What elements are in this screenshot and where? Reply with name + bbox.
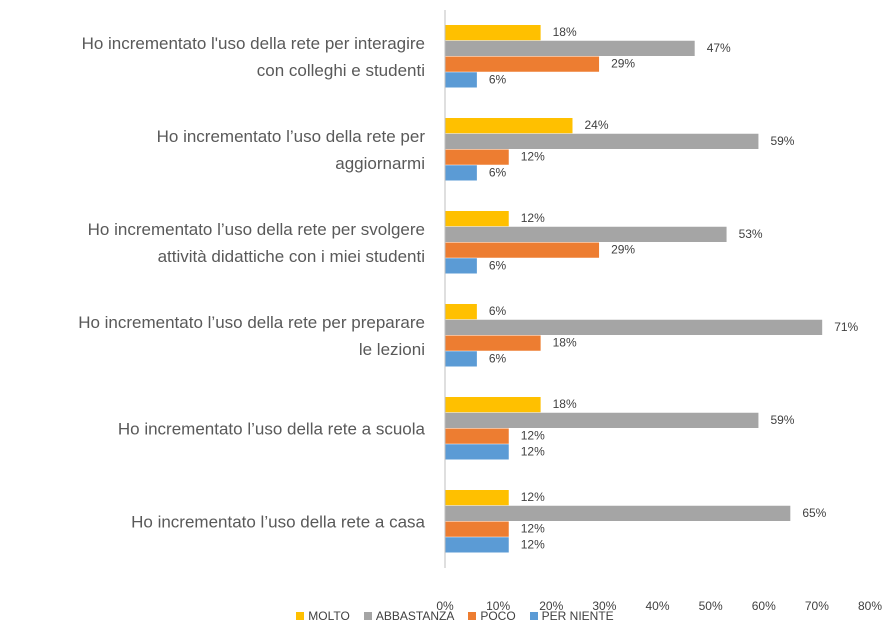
legend-item: ABBASTANZA (363, 609, 455, 623)
value-label: 12% (521, 429, 545, 443)
value-label: 12% (521, 444, 545, 458)
value-label: 47% (707, 41, 731, 55)
x-tick-label: 10% (486, 599, 510, 613)
bar (445, 444, 509, 460)
bar (445, 242, 600, 258)
value-label: 59% (770, 134, 794, 148)
bar (445, 226, 727, 242)
value-label: 6% (489, 351, 507, 365)
x-tick-label: 50% (699, 599, 723, 613)
bar (445, 490, 509, 506)
value-label: 12% (521, 537, 545, 551)
bar (445, 505, 791, 521)
legend-label: PER NIENTE (541, 609, 614, 623)
value-label: 18% (553, 336, 577, 350)
value-label: 12% (521, 522, 545, 536)
bar (445, 165, 477, 181)
bar (445, 537, 509, 553)
category-label: Ho incrementato l’uso della rete per agg… (156, 126, 425, 173)
bar (445, 258, 477, 274)
value-label: 6% (489, 258, 507, 272)
x-tick-label: 30% (592, 599, 616, 613)
bar (445, 149, 509, 165)
bar (445, 133, 759, 149)
bar (445, 25, 541, 41)
bar (445, 211, 509, 227)
bar (445, 56, 600, 72)
legend-swatch (363, 612, 372, 620)
bar (445, 72, 477, 88)
value-label: 59% (770, 413, 794, 427)
bar (445, 118, 573, 134)
category-label: Ho incrementato l'uso della rete per int… (81, 33, 425, 80)
value-label: 6% (489, 304, 507, 318)
bar (445, 428, 509, 444)
value-label: 65% (802, 506, 826, 520)
bar (445, 521, 509, 537)
x-tick-label: 20% (539, 599, 563, 613)
bar (445, 412, 759, 428)
value-label: 12% (521, 490, 545, 504)
legend-item: PER NIENTE (529, 609, 614, 623)
x-tick-label: 70% (805, 599, 829, 613)
value-label: 29% (611, 57, 635, 71)
legend-item: MOLTO (296, 609, 350, 623)
value-label: 6% (489, 72, 507, 86)
category-label: Ho incrementato l’uso della rete per svo… (87, 219, 425, 266)
legend-swatch (468, 612, 477, 620)
value-label: 12% (521, 211, 545, 225)
bar (445, 304, 477, 320)
category-label: Ho incrementato l’uso della rete per pre… (78, 312, 425, 359)
x-tick-label: 60% (752, 599, 776, 613)
legend-swatch (529, 612, 538, 620)
x-tick-label: 80% (858, 599, 882, 613)
legend-label: ABBASTANZA (375, 609, 455, 623)
legend: MOLTO ABBASTANZA POCO PER NIENTE (0, 609, 887, 623)
bar (445, 319, 823, 335)
value-label: 12% (521, 150, 545, 164)
legend-label: MOLTO (308, 609, 350, 623)
value-label: 18% (553, 397, 577, 411)
category-label: Ho incrementato l’uso della rete a scuol… (117, 419, 425, 438)
legend-item: POCO (468, 609, 516, 623)
legend-label: POCO (480, 609, 516, 623)
value-label: 53% (739, 227, 763, 241)
category-label: Ho incrementato l’uso della rete a casa (131, 512, 425, 531)
value-label: 6% (489, 165, 507, 179)
value-label: 29% (611, 243, 635, 257)
value-label: 71% (834, 320, 858, 334)
value-label: 24% (585, 118, 609, 132)
value-label: 18% (553, 25, 577, 39)
x-tick-label: 40% (645, 599, 669, 613)
bar (445, 40, 695, 56)
bar (445, 397, 541, 413)
bar (445, 351, 477, 367)
x-tick-label: 0% (436, 599, 454, 613)
legend-swatch (296, 612, 305, 620)
bar (445, 335, 541, 351)
